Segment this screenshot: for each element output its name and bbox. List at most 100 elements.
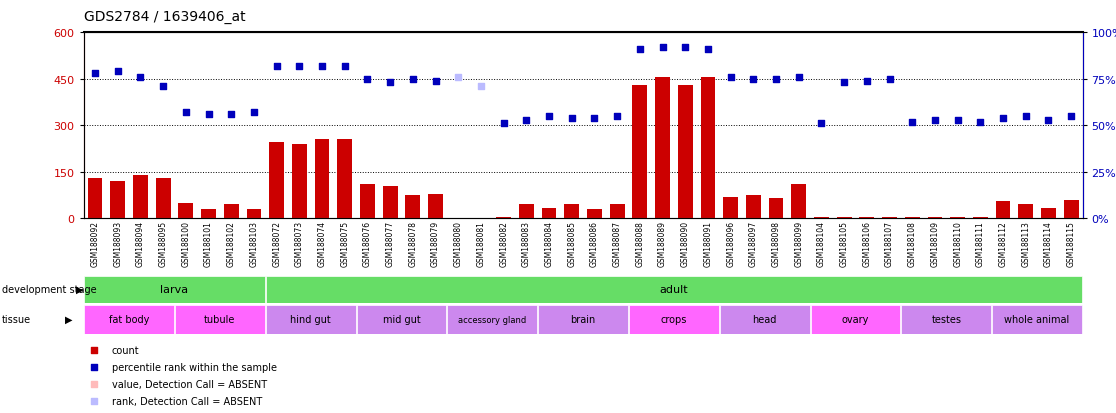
Bar <box>269 143 285 219</box>
Point <box>494 121 512 127</box>
Point <box>767 76 785 83</box>
Bar <box>429 194 443 219</box>
Point <box>426 78 444 85</box>
Text: fat body: fat body <box>109 314 150 325</box>
Bar <box>995 202 1010 219</box>
Bar <box>179 204 193 219</box>
Bar <box>565 205 579 219</box>
Bar <box>701 78 715 219</box>
Bar <box>201 210 215 219</box>
Text: crops: crops <box>661 314 687 325</box>
Bar <box>473 218 489 219</box>
Text: mid gut: mid gut <box>383 314 421 325</box>
Point <box>85 397 103 404</box>
Bar <box>633 86 647 219</box>
Text: tissue: tissue <box>2 314 31 325</box>
Point <box>926 117 944 124</box>
Point <box>858 78 876 85</box>
Bar <box>405 196 421 219</box>
Point <box>85 347 103 354</box>
Text: adult: adult <box>660 285 689 294</box>
Point <box>268 63 286 70</box>
Bar <box>837 217 852 219</box>
Bar <box>175 305 264 334</box>
Text: value, Detection Call = ABSENT: value, Detection Call = ABSENT <box>112 379 267 389</box>
Bar <box>723 197 738 219</box>
Bar <box>356 305 446 334</box>
Point <box>654 45 672 51</box>
Point <box>314 63 331 70</box>
Point <box>608 113 626 120</box>
Bar <box>810 305 901 334</box>
Point <box>971 119 989 126</box>
Point <box>290 63 308 70</box>
Bar <box>587 210 602 219</box>
Text: whole animal: whole animal <box>1004 314 1070 325</box>
Point <box>586 115 604 122</box>
Bar <box>337 140 353 219</box>
Bar <box>1041 208 1056 219</box>
Bar <box>110 182 125 219</box>
Point <box>744 76 762 83</box>
Bar <box>451 218 465 219</box>
Point <box>790 74 808 81</box>
Text: testes: testes <box>932 314 961 325</box>
Text: GDS2784 / 1639406_at: GDS2784 / 1639406_at <box>84 10 246 24</box>
Text: brain: brain <box>570 314 596 325</box>
Bar <box>541 208 557 219</box>
Bar <box>88 178 103 219</box>
Bar <box>133 176 147 219</box>
Point <box>631 47 648 53</box>
Bar <box>383 186 397 219</box>
Bar <box>519 205 533 219</box>
Bar <box>538 305 628 334</box>
Bar <box>448 305 537 334</box>
Text: percentile rank within the sample: percentile rank within the sample <box>112 362 277 372</box>
Bar <box>973 218 988 219</box>
Point <box>676 45 694 51</box>
Point <box>835 80 853 87</box>
Point <box>200 112 218 118</box>
Text: rank, Detection Call = ABSENT: rank, Detection Call = ABSENT <box>112 396 262 406</box>
Point <box>132 74 150 81</box>
Text: larva: larva <box>161 285 189 294</box>
Point <box>1017 113 1035 120</box>
Point <box>1039 117 1057 124</box>
Bar <box>905 218 920 219</box>
Text: ▶: ▶ <box>65 314 73 325</box>
Bar <box>677 86 693 219</box>
Text: ▶: ▶ <box>76 285 84 294</box>
Bar <box>1064 200 1078 219</box>
Point <box>540 113 558 120</box>
Bar <box>360 185 375 219</box>
Bar <box>814 218 829 219</box>
Bar <box>609 205 625 219</box>
Bar <box>992 305 1083 334</box>
Point <box>246 109 263 116</box>
Point <box>722 74 740 81</box>
Bar <box>247 210 261 219</box>
Point <box>562 115 580 122</box>
Text: development stage: development stage <box>2 285 97 294</box>
Bar <box>497 218 511 219</box>
Point <box>85 381 103 387</box>
Point <box>881 76 898 83</box>
Bar <box>224 205 239 219</box>
Bar <box>156 178 171 219</box>
Point <box>85 364 103 370</box>
Bar <box>292 145 307 219</box>
Point <box>1062 113 1080 120</box>
Bar <box>791 185 806 219</box>
Bar <box>951 217 965 219</box>
Point <box>109 69 127 75</box>
Point <box>518 117 536 124</box>
Bar <box>720 305 810 334</box>
Point <box>903 119 921 126</box>
Point <box>472 83 490 90</box>
Bar <box>1019 205 1033 219</box>
Point <box>382 80 400 87</box>
Bar <box>266 305 356 334</box>
Text: tubule: tubule <box>204 314 235 325</box>
Point <box>404 76 422 83</box>
Bar <box>859 218 874 219</box>
